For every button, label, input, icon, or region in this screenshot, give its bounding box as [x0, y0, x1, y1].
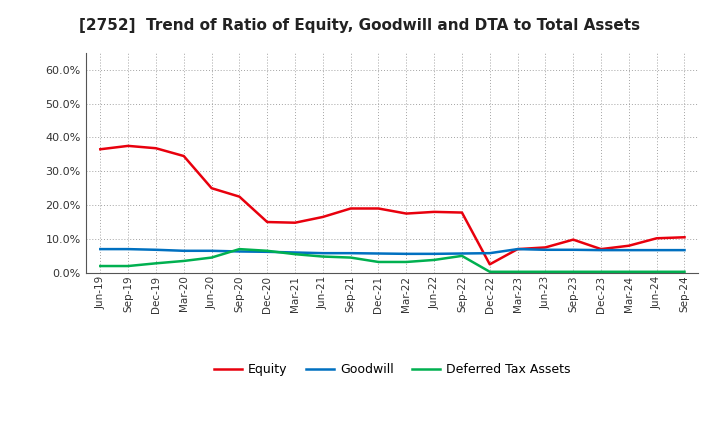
Equity: [318, 214, 327, 220]
Goodwill: [597, 247, 606, 253]
Equity: [207, 186, 216, 191]
Equity: [430, 209, 438, 215]
Legend: Equity, Goodwill, Deferred Tax Assets: Equity, Goodwill, Deferred Tax Assets: [209, 358, 576, 381]
Equity: [152, 146, 161, 151]
Goodwill: [541, 247, 550, 253]
Equity: [680, 235, 689, 240]
Goodwill: [346, 250, 355, 256]
Equity: [597, 246, 606, 252]
Deferred Tax Assets: [597, 269, 606, 275]
Deferred Tax Assets: [152, 260, 161, 266]
Deferred Tax Assets: [402, 259, 410, 264]
Goodwill: [124, 246, 132, 252]
Equity: [458, 210, 467, 215]
Goodwill: [652, 247, 661, 253]
Equity: [124, 143, 132, 149]
Line: Equity: Equity: [100, 146, 685, 264]
Goodwill: [624, 247, 633, 253]
Goodwill: [179, 248, 188, 253]
Equity: [96, 147, 104, 152]
Goodwill: [430, 251, 438, 257]
Goodwill: [680, 247, 689, 253]
Equity: [541, 245, 550, 250]
Deferred Tax Assets: [541, 269, 550, 275]
Equity: [652, 236, 661, 241]
Goodwill: [485, 250, 494, 256]
Equity: [374, 206, 383, 211]
Goodwill: [569, 247, 577, 253]
Deferred Tax Assets: [374, 259, 383, 264]
Text: [2752]  Trend of Ratio of Equity, Goodwill and DTA to Total Assets: [2752] Trend of Ratio of Equity, Goodwil…: [79, 18, 641, 33]
Deferred Tax Assets: [179, 258, 188, 264]
Deferred Tax Assets: [207, 255, 216, 260]
Goodwill: [96, 246, 104, 252]
Deferred Tax Assets: [680, 269, 689, 275]
Equity: [513, 246, 522, 252]
Goodwill: [207, 248, 216, 253]
Equity: [485, 262, 494, 267]
Goodwill: [152, 247, 161, 253]
Deferred Tax Assets: [346, 255, 355, 260]
Goodwill: [318, 250, 327, 256]
Equity: [179, 154, 188, 159]
Goodwill: [235, 249, 243, 254]
Line: Goodwill: Goodwill: [100, 249, 685, 254]
Deferred Tax Assets: [485, 269, 494, 275]
Goodwill: [374, 251, 383, 256]
Deferred Tax Assets: [291, 252, 300, 257]
Goodwill: [263, 249, 271, 254]
Deferred Tax Assets: [124, 264, 132, 269]
Equity: [569, 237, 577, 242]
Deferred Tax Assets: [318, 254, 327, 259]
Goodwill: [402, 251, 410, 257]
Deferred Tax Assets: [458, 253, 467, 259]
Equity: [402, 211, 410, 216]
Deferred Tax Assets: [263, 248, 271, 253]
Equity: [346, 206, 355, 211]
Deferred Tax Assets: [652, 269, 661, 275]
Deferred Tax Assets: [513, 269, 522, 275]
Deferred Tax Assets: [96, 264, 104, 269]
Deferred Tax Assets: [569, 269, 577, 275]
Equity: [263, 220, 271, 225]
Deferred Tax Assets: [624, 269, 633, 275]
Goodwill: [458, 251, 467, 256]
Goodwill: [291, 250, 300, 255]
Goodwill: [513, 246, 522, 252]
Line: Deferred Tax Assets: Deferred Tax Assets: [100, 249, 685, 272]
Deferred Tax Assets: [235, 246, 243, 252]
Equity: [235, 194, 243, 199]
Equity: [291, 220, 300, 225]
Deferred Tax Assets: [430, 257, 438, 263]
Equity: [624, 243, 633, 248]
